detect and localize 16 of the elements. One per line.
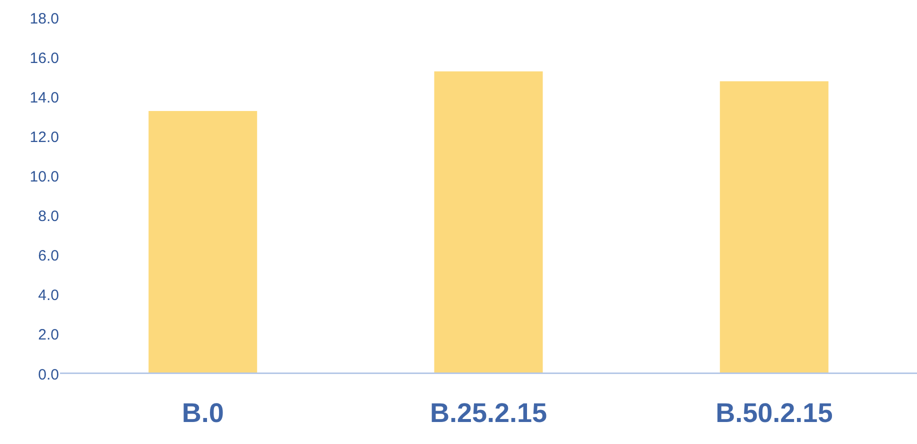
y-tick-label: 6.0 bbox=[38, 248, 59, 265]
y-tick-label: 18.0 bbox=[30, 10, 59, 28]
y-tick-label: 4.0 bbox=[38, 287, 59, 304]
y-tick-label: 8.0 bbox=[38, 208, 59, 226]
y-tick-label: 2.0 bbox=[38, 326, 59, 344]
x-tick-label: B.0 bbox=[182, 398, 224, 428]
y-tick-label: 16.0 bbox=[30, 50, 59, 67]
bar bbox=[720, 81, 828, 374]
y-tick-label: 0.0 bbox=[38, 366, 59, 384]
bar bbox=[148, 110, 258, 374]
y-tick-label: 14.0 bbox=[30, 89, 59, 106]
y-tick-label: 10.0 bbox=[30, 168, 59, 186]
y-tick-label: 12.0 bbox=[30, 128, 59, 146]
x-tick-label: B.50.2.15 bbox=[716, 398, 833, 428]
bar bbox=[434, 71, 543, 374]
x-tick-label: B.25.2.15 bbox=[430, 398, 548, 428]
